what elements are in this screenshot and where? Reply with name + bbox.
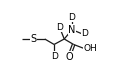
Text: O: O	[65, 52, 72, 62]
Text: D: D	[81, 29, 88, 38]
Text: D: D	[56, 23, 62, 32]
Text: S: S	[30, 34, 37, 44]
Text: N: N	[68, 25, 75, 35]
Text: D: D	[68, 13, 75, 22]
Text: D: D	[50, 52, 57, 61]
Text: OH: OH	[83, 44, 97, 53]
